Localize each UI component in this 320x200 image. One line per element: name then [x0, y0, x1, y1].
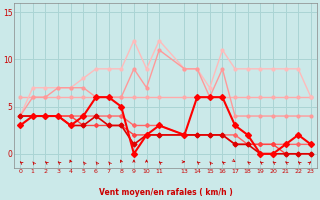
X-axis label: Vent moyen/en rafales ( km/h ): Vent moyen/en rafales ( km/h ) [99, 188, 232, 197]
